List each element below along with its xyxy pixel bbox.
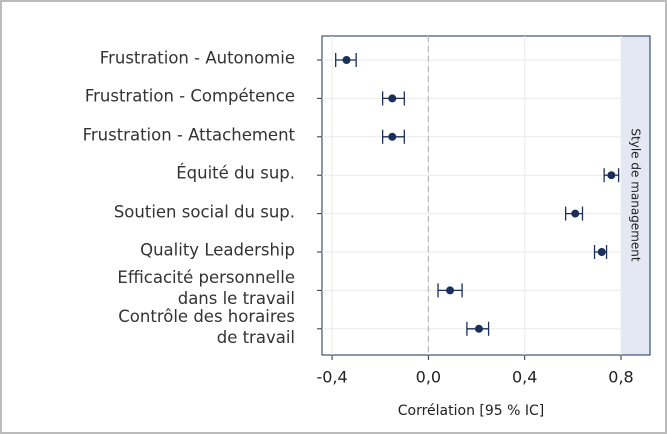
point (342, 56, 351, 64)
point (607, 171, 616, 180)
y-tick-label: Équité du sup. (176, 163, 295, 183)
x-tick-label: 0,0 (416, 368, 441, 387)
x-tick-label: -0,4 (316, 368, 347, 387)
x-tick-label: 0,4 (512, 368, 537, 387)
point (446, 286, 455, 295)
point (388, 132, 397, 141)
x-axis-title: Corrélation [95 % IC] (398, 403, 545, 419)
point (597, 248, 606, 256)
y-tick-label: Soutien social du sup. (113, 202, 295, 222)
panel-label: Style de management (629, 128, 643, 261)
y-tick-label: Frustration - Autonomie (99, 48, 295, 68)
x-tick-label: 0,8 (608, 368, 633, 387)
y-tick-label: Frustration - Attachement (82, 125, 295, 145)
point (571, 209, 580, 218)
panel-strip (620, 35, 651, 356)
y-tick-label: Quality Leadership (140, 240, 295, 260)
y-tick-label: Contrôle des horaires de travail (118, 306, 295, 347)
point (474, 324, 483, 333)
plot-area (321, 35, 622, 356)
y-tick-label: Frustration - Compétence (84, 86, 295, 106)
point (388, 94, 397, 103)
y-tick-label: Efficacité personnelle dans le travail (117, 268, 295, 309)
